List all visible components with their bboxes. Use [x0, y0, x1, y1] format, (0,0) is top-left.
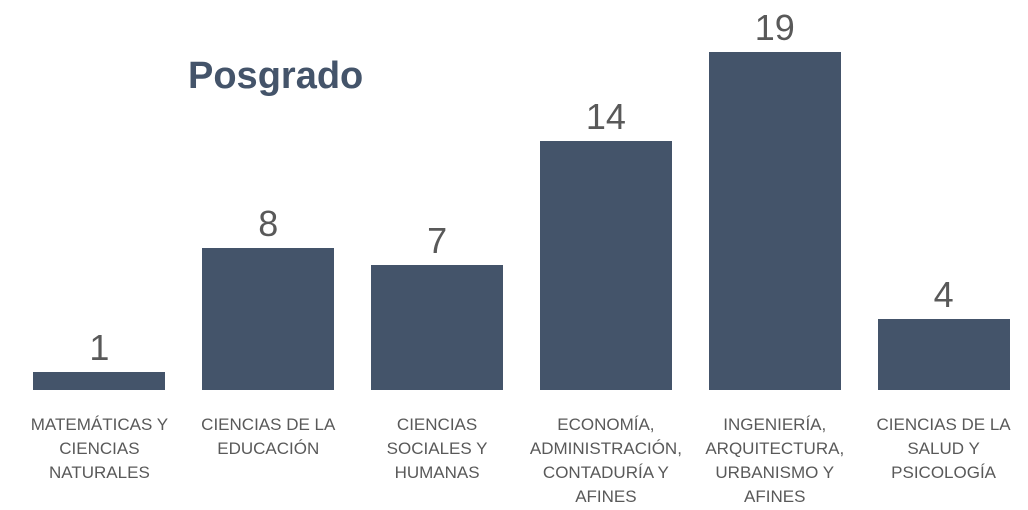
value-label: 19: [754, 7, 795, 48]
x-tick-label: CIENCIAS SOCIALES Y HUMANAS: [386, 415, 488, 482]
value-label: 1: [89, 327, 110, 369]
x-tick-label: MATEMÁTICAS Y CIENCIAS NATURALES: [30, 415, 169, 482]
value-label: 8: [258, 202, 279, 244]
chart-title: Posgrado: [188, 55, 364, 97]
x-tick-label: INGENIERÍA, ARQUITECTURA, URBANISMO Y AF…: [705, 415, 845, 506]
bar: [371, 265, 504, 390]
value-label: 14: [585, 95, 626, 137]
bar: [202, 247, 335, 390]
x-tick-label: CIENCIAS DE LA SALUD Y PSICOLOGÍA: [876, 415, 1011, 482]
bar: [877, 318, 1010, 390]
value-label: 4: [933, 273, 954, 315]
bar: [708, 52, 841, 390]
x-tick-label: CIENCIAS DE LA EDUCACIÓN: [201, 415, 336, 458]
bar: [539, 140, 672, 390]
x-tick-label: ECONOMÍA, ADMINISTRACIÓN, CONTADURÍA Y A…: [529, 415, 682, 506]
value-label: 7: [427, 220, 448, 262]
bar: [33, 372, 166, 390]
